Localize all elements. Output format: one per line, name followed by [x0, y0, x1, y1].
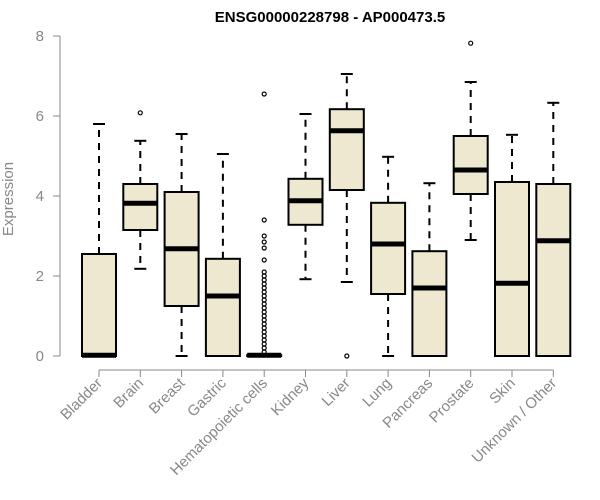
box-iqr [122, 183, 159, 231]
box-2 [122, 110, 159, 270]
outlier-point [344, 353, 350, 359]
box-6 [287, 113, 324, 281]
outlier-point [261, 285, 267, 291]
box-iqr [81, 253, 117, 357]
box-10 [452, 40, 489, 241]
outlier-point [261, 325, 267, 331]
outlier-point [261, 329, 267, 335]
x-tick-label: Liver [319, 375, 354, 410]
box-1 [81, 123, 117, 358]
outlier-point [261, 245, 267, 251]
box-iqr [204, 257, 241, 357]
x-tick-label: Kidney [268, 374, 313, 419]
outlier-point [261, 341, 267, 347]
box-5 [246, 91, 283, 358]
outlier-point [261, 301, 267, 307]
outlier-point [261, 333, 267, 339]
x-tick-label: Skin [486, 375, 519, 408]
outlier-point [261, 233, 267, 239]
chart-title: ENSG00000228798 - AP000473.5 [215, 9, 445, 26]
outlier-point [261, 305, 267, 311]
box-iqr [328, 108, 365, 191]
outlier-point [137, 110, 143, 116]
box-4 [204, 153, 241, 357]
box-iqr [494, 181, 530, 357]
outlier-point [261, 269, 267, 275]
boxes-group [81, 40, 572, 359]
outlier-point [261, 217, 267, 223]
y-tick-label: 0 [36, 348, 44, 365]
outlier-point [468, 40, 474, 46]
outlier-point [261, 309, 267, 315]
x-tick-label: Brain [110, 375, 147, 412]
y-axis-title: Expression [0, 162, 17, 236]
outlier-point [261, 313, 267, 319]
box-7 [328, 73, 365, 359]
box-3 [163, 133, 200, 357]
box-iqr [411, 250, 448, 357]
x-tick-label: Breast [146, 374, 189, 417]
box-11 [494, 133, 530, 357]
box-iqr [535, 183, 572, 357]
outlier-point [261, 289, 267, 295]
outlier-point [261, 293, 267, 299]
box-12 [535, 101, 572, 357]
x-tick-label: Prostate [426, 375, 478, 427]
box-iqr [370, 201, 407, 295]
outlier-point [261, 277, 267, 283]
y-axis: 0 2 4 6 8 [36, 28, 61, 365]
x-tick-label: Lung [359, 375, 395, 411]
outlier-point [261, 317, 267, 323]
y-tick-label: 8 [36, 28, 44, 45]
outlier-point [261, 297, 267, 303]
outlier-point [261, 239, 267, 245]
outlier-point [261, 91, 267, 97]
y-tick-label: 4 [36, 188, 44, 205]
outlier-point [261, 257, 267, 263]
y-tick-label: 2 [36, 268, 44, 285]
outlier-point [261, 273, 267, 279]
outlier-point [261, 321, 267, 327]
outlier-point [261, 281, 267, 287]
outlier-point [261, 345, 267, 351]
y-tick-label: 6 [36, 108, 44, 125]
box-iqr [452, 135, 489, 195]
box-9 [411, 182, 448, 357]
x-tick-label: Bladder [57, 375, 106, 424]
box-8 [370, 155, 407, 357]
outlier-point [261, 337, 267, 343]
